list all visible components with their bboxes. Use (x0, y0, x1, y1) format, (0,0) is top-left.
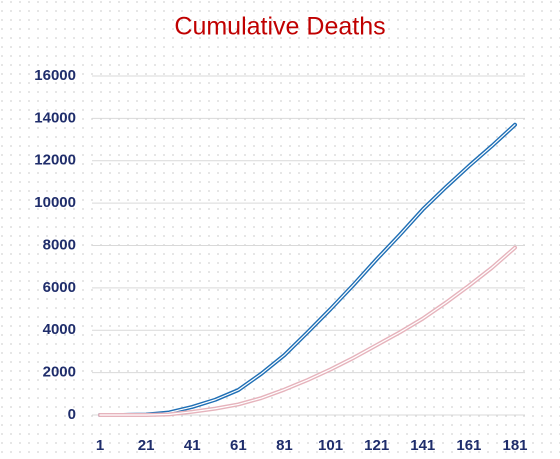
y-tick-label: 10000 (34, 194, 76, 211)
y-tick-label: 6000 (43, 279, 76, 296)
y-tick-label: 12000 (34, 152, 76, 169)
y-tick-label: 4000 (43, 321, 76, 338)
x-tick-label: 181 (502, 437, 527, 454)
x-tick-label: 101 (318, 437, 343, 454)
x-tick-label: 141 (410, 437, 435, 454)
y-tick-label: 0 (68, 406, 76, 423)
y-tick-label: 16000 (34, 67, 76, 84)
y-tick-label: 14000 (34, 109, 76, 126)
x-tick-label: 61 (230, 437, 247, 454)
x-tick-label: 1 (96, 437, 104, 454)
series-line-highlight (99, 247, 516, 416)
x-tick-label: 161 (456, 437, 481, 454)
x-tick-label: 81 (276, 437, 293, 454)
x-tick-label: 41 (184, 437, 201, 454)
chart-title: Cumulative Deaths (174, 13, 385, 41)
x-tick-label: 121 (364, 437, 389, 454)
y-tick-label: 2000 (43, 364, 76, 381)
x-tick-label: 21 (138, 437, 155, 454)
y-tick-label: 8000 (43, 236, 76, 253)
